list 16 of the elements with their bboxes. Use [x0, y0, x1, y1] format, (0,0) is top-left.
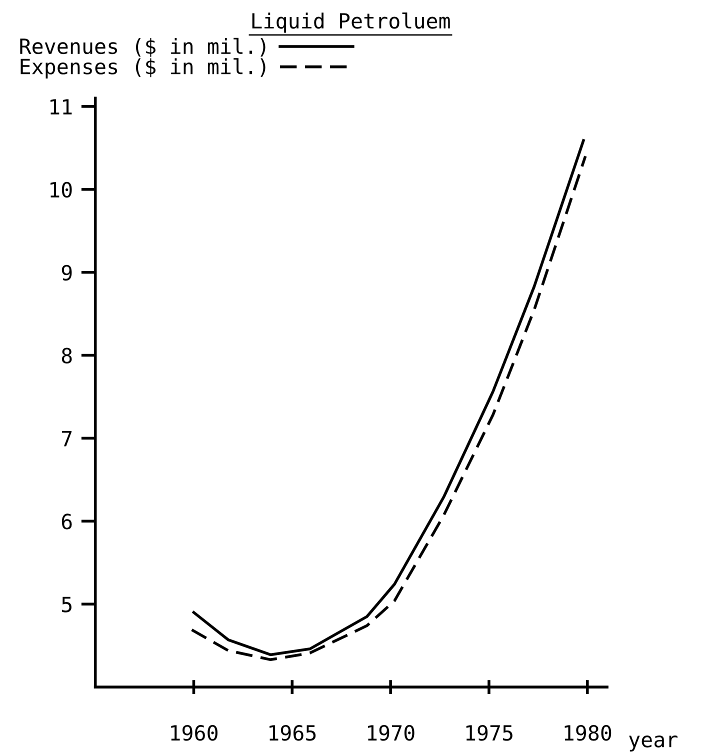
x-tick-label: 1980 — [564, 725, 612, 741]
y-tick-label: 6 — [62, 514, 72, 530]
legend-label: Expenses ($ in mil.) — [20, 58, 266, 78]
x-tick-label: 1970 — [368, 725, 414, 741]
x-axis-title: year — [629, 735, 678, 752]
y-tick-label: 5 — [62, 596, 72, 612]
y-tick-label: 10 — [50, 182, 72, 198]
y-tick-label: 8 — [62, 348, 72, 364]
y-tick-label: 7 — [62, 431, 72, 446]
chart-title: Liquid Petroluem — [252, 12, 450, 33]
x-tick-label: 1965 — [270, 725, 316, 741]
x-tick-label: 1960 — [171, 725, 218, 741]
y-tick-label: 11 — [50, 99, 72, 114]
y-tick-label: 9 — [62, 264, 72, 281]
x-tick-label: 1975 — [466, 725, 512, 741]
legend-label: Revenues ($ in mil.) — [20, 38, 266, 57]
